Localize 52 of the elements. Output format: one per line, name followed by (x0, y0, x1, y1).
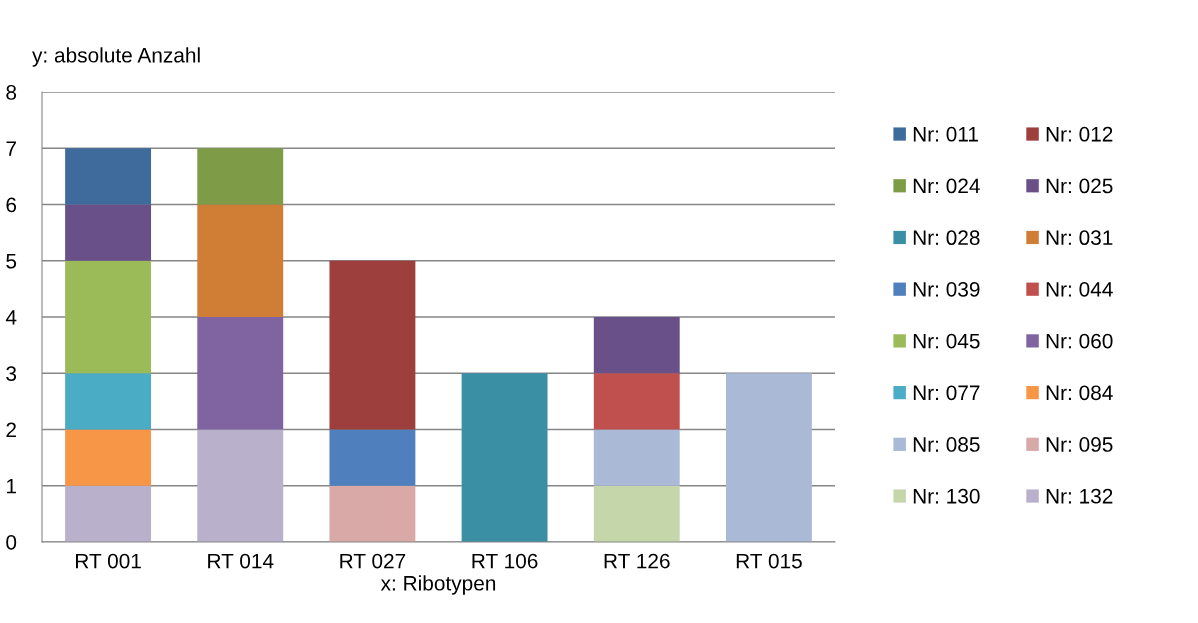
legend-label: Nr: 130 (913, 488, 980, 504)
bar (329, 260, 416, 430)
bar (65, 485, 152, 542)
bar (197, 204, 284, 317)
bar (197, 429, 284, 542)
bar (593, 429, 680, 486)
y-tick-label: 4 (5, 310, 17, 325)
y-tick-label: 2 (6, 422, 16, 438)
bar (329, 429, 416, 486)
bar (65, 260, 152, 374)
legend-label: Nr: 039 (913, 281, 980, 297)
legend-label: Nr: 012 (1046, 126, 1113, 142)
x-tick-label: RT 126 (604, 553, 670, 569)
bar (197, 148, 284, 205)
legend-label: Nr: 095 (1046, 437, 1113, 452)
x-axis-title: x: Ribotypen (380, 575, 496, 595)
legend-label: Nr: 024 (913, 178, 980, 194)
bar (329, 485, 416, 542)
y-tick-label: 6 (6, 197, 17, 213)
legend-label: Nr: 044 (1046, 281, 1113, 297)
x-tick-label: RT 027 (340, 553, 406, 569)
legend-label: Nr: 060 (1046, 333, 1113, 349)
legend-label: Nr: 028 (913, 230, 980, 246)
bar (197, 317, 284, 430)
bar (593, 373, 680, 430)
legend-label: Nr: 031 (1046, 230, 1113, 246)
legend-label: Nr: 025 (1046, 178, 1113, 194)
y-tick-label: 5 (6, 253, 17, 269)
y-axis-title: y: absolute Anzahl (32, 47, 200, 67)
bar (65, 148, 152, 205)
bar (593, 485, 680, 542)
legend-label: Nr: 085 (913, 437, 980, 452)
bar (65, 373, 152, 430)
legend-label: Nr: 077 (913, 385, 980, 401)
y-tick-label: 1 (7, 478, 16, 494)
x-tick-label: RT 001 (76, 553, 141, 569)
bar (461, 373, 548, 542)
bar (65, 204, 152, 261)
bar (725, 373, 812, 542)
legend-label: Nr: 011 (913, 126, 978, 142)
legend-label: Nr: 084 (1046, 385, 1113, 401)
y-tick-label: 7 (6, 141, 16, 156)
x-tick-label: RT 014 (208, 553, 274, 569)
legend-label: Nr: 045 (913, 333, 980, 349)
bar (65, 429, 152, 486)
y-tick-label: 0 (6, 535, 17, 550)
x-tick-label: RT 106 (472, 553, 538, 569)
y-tick-label: 3 (6, 366, 17, 381)
legend-label: Nr: 132 (1046, 488, 1113, 504)
x-tick-label: RT 015 (736, 553, 802, 569)
y-tick-label: 8 (6, 85, 17, 100)
bar (593, 317, 680, 374)
